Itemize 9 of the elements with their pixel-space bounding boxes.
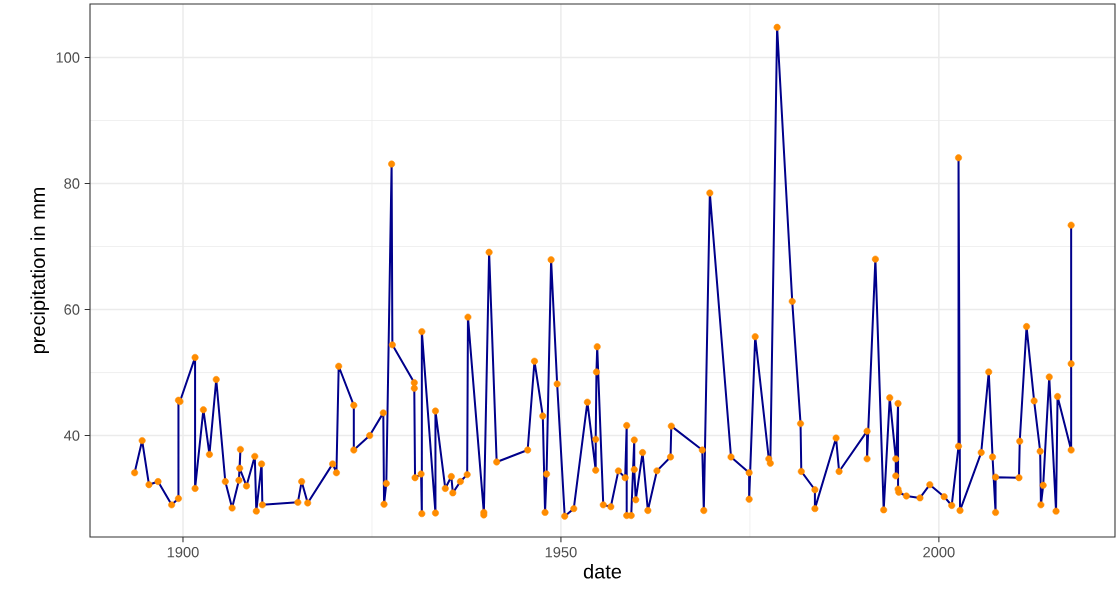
y-tick-label: 40	[63, 430, 80, 441]
y-tick-label: 60	[64, 304, 80, 315]
x-tick-label: 2000	[923, 547, 955, 558]
y-axis-title: precipitation in mm	[30, 187, 49, 354]
x-tick-label: 1900	[167, 547, 199, 558]
x-tick-label: 1950	[545, 547, 577, 558]
y-tick-label: 100	[56, 52, 80, 63]
x-axis-title: date	[583, 563, 622, 579]
y-tick-label: 80	[64, 178, 80, 189]
